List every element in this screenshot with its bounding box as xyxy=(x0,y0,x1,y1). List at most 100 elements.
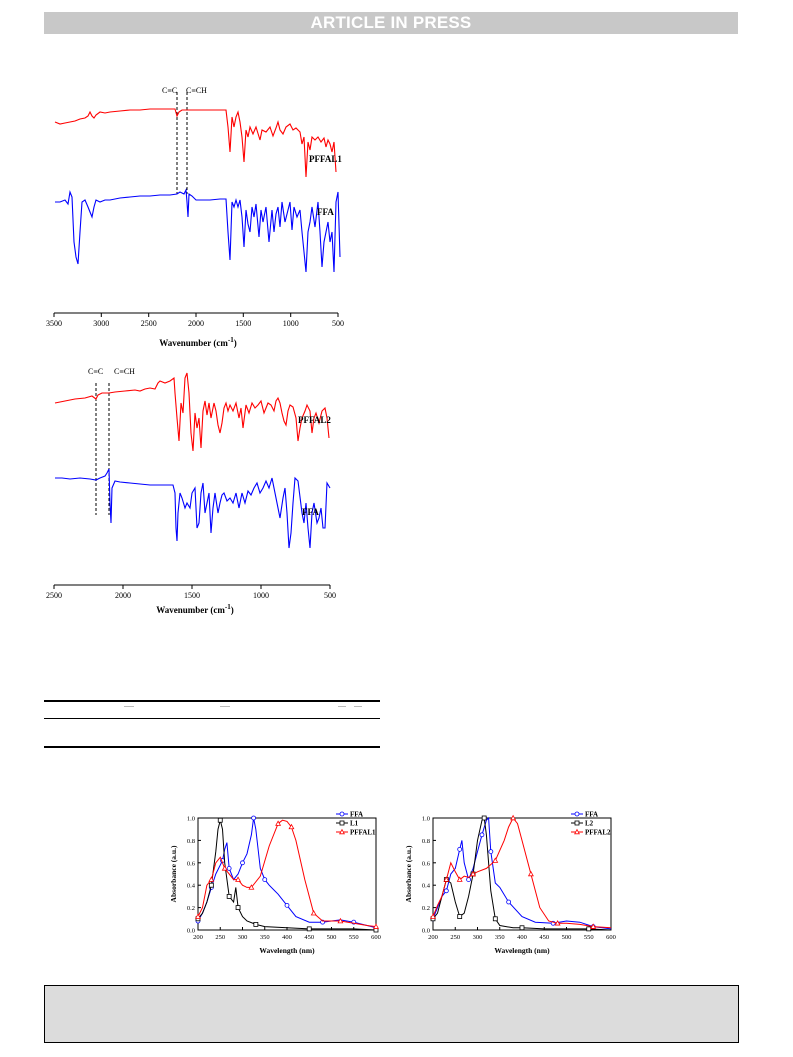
ir2-tick-label: 1500 xyxy=(184,591,200,600)
x-tick-label: 250 xyxy=(215,934,225,941)
ir1-marker-label-cc: C≡C xyxy=(162,86,177,95)
series-line-pffal1 xyxy=(197,819,377,928)
data-point xyxy=(248,884,255,890)
table-faint-marks xyxy=(220,706,230,707)
data-point xyxy=(488,849,494,854)
data-point xyxy=(506,899,512,905)
ir2-series-label-pffal2: PFFAL2 xyxy=(298,415,331,425)
ir2-series-label-ffa: FFA xyxy=(302,507,319,517)
series-line-l1 xyxy=(197,820,377,931)
ir-spectrum-chart-2: C≡C C≡CH PFFAL2 FFA 2500 2000 1500 1000 … xyxy=(46,367,336,615)
ir1-marker-label-cch: C≡CH xyxy=(186,86,207,95)
x-tick-label: 350 xyxy=(495,934,505,941)
ir1-tick-label: 2500 xyxy=(141,319,157,328)
data-point xyxy=(306,926,312,932)
ir2-pffal2-trace xyxy=(54,372,330,452)
data-point xyxy=(262,877,268,882)
ir1-series-label-pffal1: PFFAL1 xyxy=(309,154,342,164)
table-faint-marks xyxy=(354,706,362,707)
y-tick-label: 0.2 xyxy=(187,905,195,912)
ir1-tick-label: 1000 xyxy=(283,319,299,328)
uv-vis-chart-2: 200 250 300 350 400 450 500 550 600 0.0 0.2 0.4 0.6 0… xyxy=(404,811,616,956)
ir1-marker-lines xyxy=(176,92,188,194)
y-tick-label: 0.4 xyxy=(187,883,196,890)
series-line-ffa xyxy=(432,816,612,930)
data-point xyxy=(226,866,232,871)
data-point xyxy=(586,926,592,932)
ir2-marker-lines xyxy=(95,383,110,515)
x-tick-label: 300 xyxy=(238,934,248,941)
legend-label: FFA xyxy=(350,811,363,819)
ir1-x-axis-label: Wavenumber (cm-1) xyxy=(159,336,236,348)
data-point xyxy=(240,860,245,866)
legend-marker xyxy=(574,828,580,835)
legend-marker xyxy=(339,820,345,826)
table-top-rule xyxy=(44,700,380,702)
y-tick-label: 0.8 xyxy=(187,838,195,845)
footer-gray-box xyxy=(44,985,739,1043)
y-tick-label: 0.6 xyxy=(422,860,431,867)
table-faint-marks xyxy=(338,706,346,707)
ir2-tick-label: 500 xyxy=(324,591,336,600)
legend-marker xyxy=(574,820,580,826)
x-tick-label: 250 xyxy=(450,934,460,941)
ir1-tick-label: 3500 xyxy=(46,319,62,328)
data-point xyxy=(235,905,241,910)
ir2-tick-marks xyxy=(53,585,331,589)
data-point xyxy=(208,882,214,888)
ir1-tick-marks xyxy=(53,313,339,317)
data-point xyxy=(470,870,477,877)
x-tick-label: 550 xyxy=(584,934,594,941)
data-point xyxy=(221,865,228,871)
legend-label: L1 xyxy=(350,820,359,828)
legend-label: FFA xyxy=(585,811,598,819)
x-tick-label: 350 xyxy=(260,934,270,941)
x-tick-label: 400 xyxy=(517,934,527,941)
data-point xyxy=(492,916,498,922)
ir2-tick-label: 2500 xyxy=(46,591,62,600)
table-bottom-rule xyxy=(44,746,380,748)
data-point xyxy=(519,925,525,931)
y-tick-label: 0.6 xyxy=(187,860,196,867)
x-tick-label: 450 xyxy=(304,934,314,941)
legend-label: PFFAL2 xyxy=(585,829,611,837)
y-tick-label: 0.0 xyxy=(187,928,195,935)
y-axis-label: Absorbance (a.u.) xyxy=(404,845,413,902)
data-point xyxy=(253,922,259,927)
y-tick-label: 1.0 xyxy=(187,816,195,823)
y-tick-label: 1.0 xyxy=(422,816,430,823)
ir1-series-label-ffa: FFA xyxy=(317,207,334,217)
data-point xyxy=(430,913,436,919)
data-point xyxy=(443,888,449,894)
y-tick-label: 0.2 xyxy=(422,905,430,912)
legend-marker xyxy=(574,811,580,817)
x-tick-label: 500 xyxy=(327,934,337,941)
data-point xyxy=(373,923,379,929)
y-tick-label: 0.4 xyxy=(422,883,431,890)
data-point xyxy=(337,917,344,924)
x-tick-label: 300 xyxy=(473,934,483,941)
table-header-rule xyxy=(44,718,380,719)
legend-label: PFFAL1 xyxy=(350,829,376,837)
data-point xyxy=(527,870,534,877)
data-point xyxy=(288,823,295,830)
x-tick-label: 600 xyxy=(606,934,616,941)
data-point xyxy=(310,909,317,916)
ir1-tick-label: 500 xyxy=(332,319,344,328)
data-point xyxy=(251,815,257,821)
legend-marker xyxy=(339,828,345,835)
legend-label: L2 xyxy=(585,820,594,828)
data-point xyxy=(590,923,597,929)
data-point xyxy=(217,817,223,823)
y-axis-label: Absorbance (a.u.) xyxy=(169,845,178,902)
table-faint-marks xyxy=(124,706,134,707)
data-point xyxy=(481,815,487,821)
y-tick-label: 0.0 xyxy=(422,928,430,935)
data-point xyxy=(235,876,242,882)
data-point xyxy=(457,914,463,919)
data-point xyxy=(466,877,471,882)
data-point xyxy=(208,876,215,882)
x-tick-label: 400 xyxy=(282,934,292,941)
x-axis-label: Wavelength (nm) xyxy=(259,946,315,955)
ir2-x-axis-label: Wavenumber (cm-1) xyxy=(156,603,233,615)
